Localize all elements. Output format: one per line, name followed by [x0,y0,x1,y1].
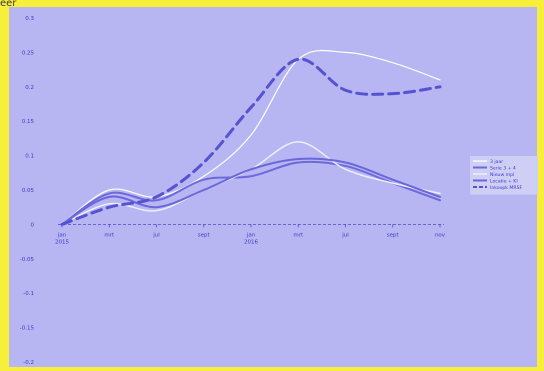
y-tick-label: -0.1 [23,291,34,297]
y-tick-label: -0.15 [20,326,35,332]
series-line-1 [61,49,441,225]
x-tick-label: jul [152,232,160,238]
x-tick-label: sept [387,232,400,238]
x-tick-label: sept [198,232,211,238]
y-tick-label: -0.05 [20,257,35,263]
legend-label: Nieuw mpl [490,172,514,178]
y-tick-label: 0.1 [25,154,34,160]
legend-label: Serie 3 + 4 [490,165,516,171]
legend-label: Inkoopk MRSF [490,185,522,191]
y-tick-label: 0.3 [25,16,34,22]
series-line-2 [61,160,441,226]
y-tick-label: 0.2 [25,85,34,91]
series-line-5 [60,57,442,226]
window-corner-label: eer [0,0,17,9]
y-tick-label: 0.15 [22,119,35,125]
x-tick-label: mrt [293,232,304,238]
x-tick-label: jul [341,232,349,238]
legend-label: 3 jaar [490,159,503,165]
y-tick-label: -0.2 [23,360,34,366]
series-layer [60,49,442,226]
plot-area-background [9,7,537,367]
legend-label: Locatie + KI [490,178,518,184]
x-tick-label: jan 2015 [55,232,69,245]
legend-box [470,156,538,195]
y-tick-label: 0.25 [22,50,35,56]
y-tick-label: 0 [31,222,35,228]
y-axis: 0.3 0.25 0.2 0.15 0.1 0.05 0 -0.05 -0.1 -0.15 -0.2 [20,16,35,366]
x-tick-label: jan 2016 [244,232,258,245]
y-tick-label: 0.05 [22,188,35,194]
series-line-4 [61,157,441,226]
x-axis: jan 2015 mrt jul sept jan 2016 mrt jul sept nov [55,224,446,245]
x-tick-label: nov [435,232,446,238]
x-tick-label: mrt [104,232,115,238]
